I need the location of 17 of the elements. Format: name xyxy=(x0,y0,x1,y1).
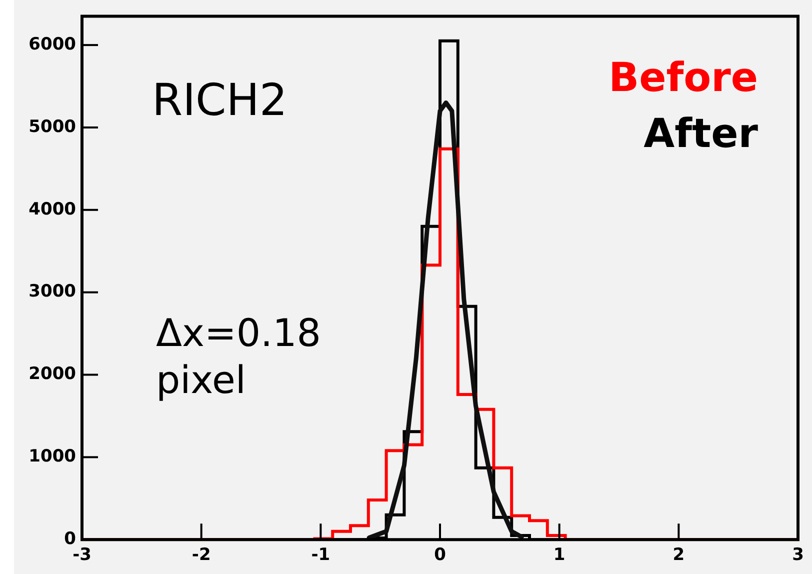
y-tick-label: 5000 xyxy=(28,116,76,137)
x-tick-label: -2 xyxy=(192,545,211,566)
annotation: pixel xyxy=(156,358,246,402)
y-tick-label: 6000 xyxy=(28,34,76,54)
y-tick-label: 2000 xyxy=(28,364,76,384)
y-tick-label: 3000 xyxy=(28,282,76,302)
y-tick-label: 1000 xyxy=(28,446,76,467)
text: After xyxy=(644,111,758,158)
x-tick-label: -1 xyxy=(311,545,330,566)
text: Before xyxy=(608,55,758,102)
y-tick-label: 4000 xyxy=(28,199,76,220)
x-tick-label: 0 xyxy=(434,545,446,566)
x-tick-label: 1 xyxy=(553,545,566,566)
x-tick-label: 3 xyxy=(792,545,804,566)
x-tick-label: 2 xyxy=(672,545,685,566)
annotation: RICH2 xyxy=(152,75,288,126)
annotation: Δx=0.18 xyxy=(156,311,321,355)
